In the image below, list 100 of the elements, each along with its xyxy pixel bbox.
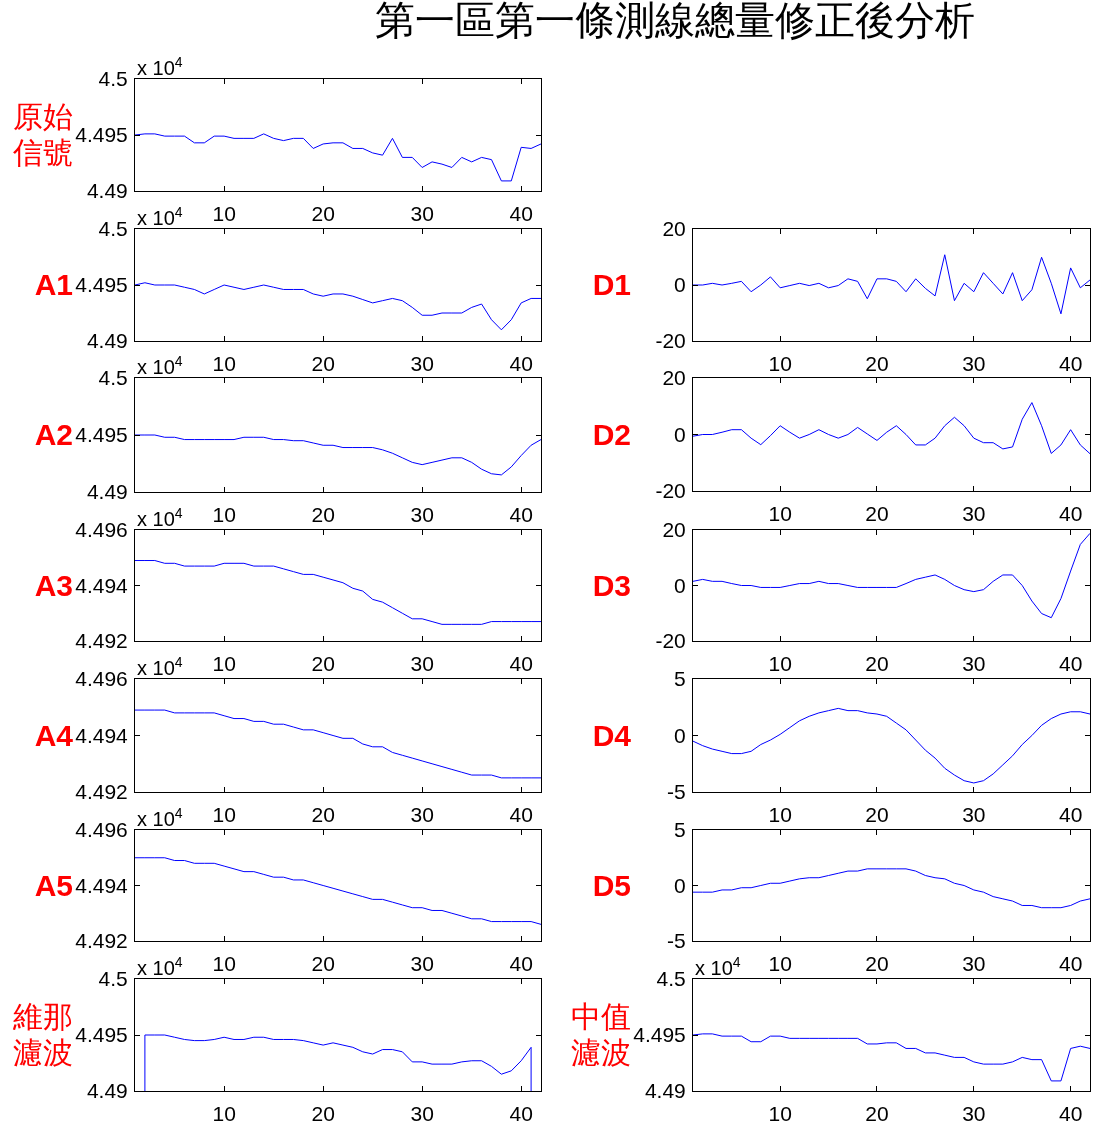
y-tick-label: 0 (674, 273, 686, 297)
y-tick-label: 5 (674, 818, 686, 842)
y-tick-label: 4.49 (86, 329, 128, 353)
x-tick-label: 10 (768, 803, 792, 827)
x-tick-label: 10 (212, 1102, 236, 1126)
x-tick-label: 30 (962, 352, 986, 376)
x-tick-label: 20 (865, 1102, 889, 1126)
line-series (693, 532, 1090, 619)
x-tick-label: 20 (311, 352, 335, 376)
y-axis-title: 維那濾波 (12, 999, 73, 1071)
x-tick-label: 10 (212, 503, 236, 527)
x-tick-label: 30 (962, 952, 986, 976)
annotation: x 10$^{4}$ (137, 505, 183, 531)
x-tick-label: 30 (962, 803, 986, 827)
y-axis-title: D5 (591, 867, 631, 904)
y-tick-label: 4.495 (75, 123, 128, 147)
y-axis-title: D1 (591, 267, 631, 303)
annotation: x 10$^{4}$ (137, 654, 183, 680)
y-axis-title: A5 (33, 867, 73, 904)
text: 第一區第一條測線總量修正後分析 (375, 0, 975, 43)
x-tick-label: 30 (410, 803, 434, 827)
line-series (693, 707, 1090, 784)
x-tick-label: 20 (865, 952, 889, 976)
y-tick-label: 4.494 (75, 723, 129, 747)
annotation: x 10$^{4}$ (137, 954, 183, 980)
line-series (135, 560, 541, 625)
y-tick-label: 4.49 (86, 179, 128, 203)
x-tick-label: 20 (311, 202, 335, 226)
y-tick-label: 4.5 (98, 217, 128, 241)
y-tick-label: 4.492 (75, 780, 128, 804)
x-tick-label: 20 (865, 352, 889, 376)
x-tick-label: 10 (212, 803, 236, 827)
x-tick-label: 40 (509, 503, 533, 527)
annotation: x 10$^{4}$ (695, 954, 741, 980)
x-tick-label: 30 (410, 652, 434, 676)
x-tick-label: 10 (212, 652, 236, 676)
line-series (144, 1034, 532, 1091)
y-tick-label: 0 (674, 422, 686, 446)
x-tick-label: 10 (768, 1102, 792, 1126)
x-tick-label: 10 (768, 952, 792, 976)
annotation: x 10$^{4}$ (137, 353, 183, 379)
x-tick-label: 30 (962, 652, 986, 676)
annotation: x 10$^{4}$ (137, 805, 183, 831)
y-axis-title: D3 (591, 567, 631, 604)
y-axis-title: A1 (33, 267, 73, 303)
line-series (135, 709, 541, 779)
y-axis-title: A3 (33, 567, 73, 604)
x-tick-label: 40 (1058, 803, 1083, 827)
y-tick-label: 4.495 (633, 1023, 686, 1047)
y-axis-title: A4 (33, 717, 73, 754)
y-tick-label: 20 (662, 217, 686, 241)
x-tick-label: 40 (509, 952, 533, 976)
x-tick-label: 10 (212, 202, 236, 226)
y-axis-title: 中值濾波 (570, 999, 631, 1071)
y-axis-title: D2 (591, 416, 631, 453)
x-tick-label: 20 (311, 952, 335, 976)
x-tick-label: 10 (768, 352, 792, 376)
x-tick-label: 10 (212, 952, 236, 976)
y-tick-label: 4.49 (86, 1079, 128, 1103)
y-tick-label: -20 (655, 329, 686, 353)
x-tick-label: 20 (865, 502, 889, 526)
y-tick-label: -20 (655, 479, 686, 503)
y-axis-title: D4 (591, 717, 631, 754)
y-tick-label: 4.49 (644, 1079, 686, 1103)
x-tick-label: 10 (768, 502, 792, 526)
y-tick-label: 4.492 (75, 929, 128, 953)
x-tick-label: 20 (311, 503, 335, 527)
x-tick-label: 40 (509, 652, 533, 676)
x-tick-label: 20 (865, 803, 889, 827)
annotation: x 10$^{4}$ (137, 54, 183, 80)
x-tick-label: 30 (410, 952, 434, 976)
x-tick-label: 40 (509, 1102, 533, 1126)
x-tick-label: 40 (1058, 502, 1083, 526)
y-tick-label: -5 (667, 929, 686, 953)
y-tick-label: 4.494 (75, 873, 129, 897)
line-series (693, 868, 1090, 909)
y-tick-label: 4.5 (656, 967, 686, 991)
x-tick-label: 30 (962, 1102, 986, 1126)
y-tick-label: -20 (655, 629, 686, 653)
annotation: x 10$^{4}$ (137, 204, 183, 230)
y-tick-label: 0 (674, 723, 686, 747)
x-tick-label: 30 (410, 202, 434, 226)
x-tick-label: 30 (410, 503, 434, 527)
x-tick-label: 40 (509, 803, 533, 827)
x-tick-label: 40 (509, 352, 533, 376)
x-tick-label: 20 (865, 652, 889, 676)
y-tick-label: 4.495 (75, 1023, 128, 1047)
line-series (693, 402, 1090, 455)
y-tick-label: 0 (674, 873, 686, 897)
x-tick-label: 30 (410, 1102, 434, 1126)
x-tick-label: 10 (768, 652, 792, 676)
y-tick-label: 4.496 (75, 518, 128, 542)
x-tick-label: 20 (311, 652, 335, 676)
y-tick-label: 4.5 (98, 67, 128, 91)
x-tick-label: 40 (1058, 652, 1083, 676)
y-tick-label: 4.492 (75, 629, 128, 653)
y-tick-label: 4.5 (98, 967, 128, 991)
y-tick-label: 0 (674, 573, 686, 597)
y-tick-label: 4.49 (86, 480, 128, 504)
x-tick-label: 20 (311, 803, 335, 827)
